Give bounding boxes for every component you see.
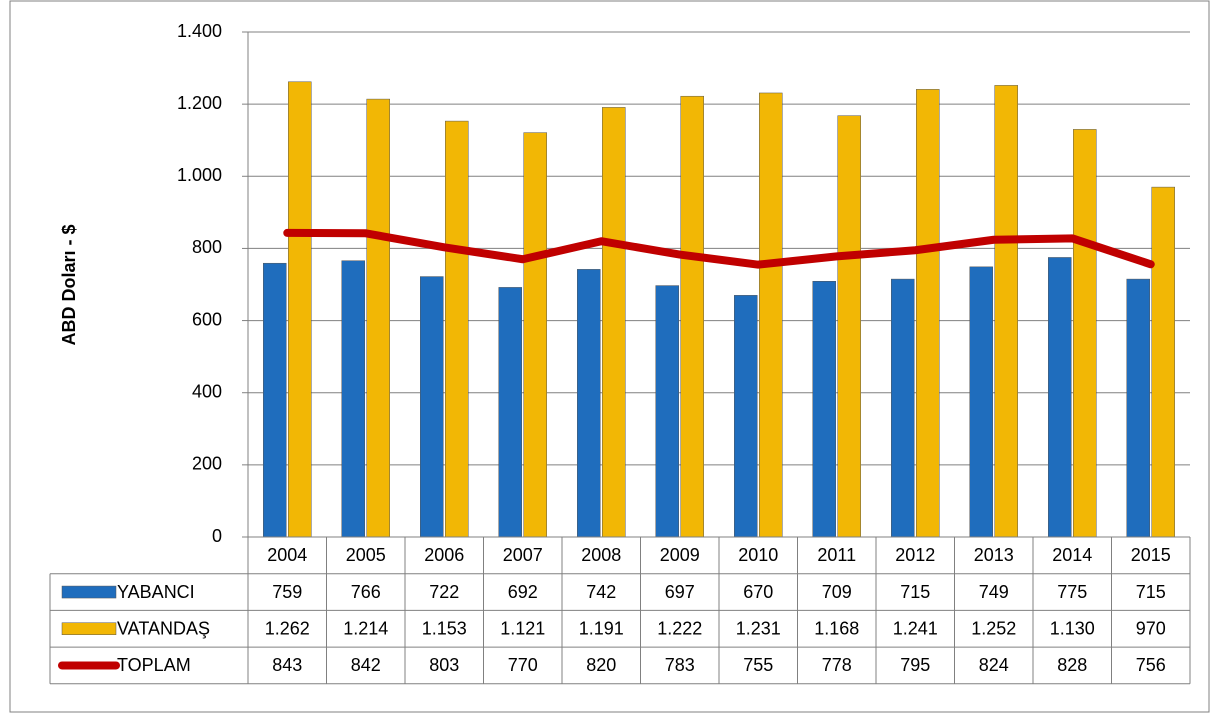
bar: [916, 89, 940, 538]
bar: [1048, 257, 1072, 538]
table-value: 755: [743, 655, 773, 675]
table-value: 697: [665, 582, 695, 602]
bar: [812, 281, 836, 538]
table-value: 1.121: [500, 619, 545, 639]
table-value: 749: [979, 582, 1009, 602]
bar: [1151, 186, 1175, 538]
x-tick-label: 2004: [267, 545, 307, 565]
table-value: 820: [586, 655, 616, 675]
bar: [680, 95, 704, 538]
y-tick-label: 1.000: [177, 165, 222, 185]
bar: [994, 85, 1018, 538]
chart-border: [9, 0, 1210, 713]
bar: [263, 262, 287, 538]
line-series: [283, 228, 1155, 269]
bar: [969, 266, 993, 538]
legend-label: YABANCI: [117, 582, 195, 602]
bar: [602, 107, 626, 538]
table-value: 709: [822, 582, 852, 602]
table-value: 1.214: [343, 619, 388, 639]
x-tick-label: 2006: [424, 545, 464, 565]
y-tick-label: 800: [192, 237, 222, 257]
legend-key: [61, 622, 117, 635]
table-value: 742: [586, 582, 616, 602]
bar: [837, 115, 861, 538]
bar: [734, 295, 758, 538]
table-value: 824: [979, 655, 1009, 675]
x-tick-label: 2005: [346, 545, 386, 565]
bar: [891, 278, 915, 538]
x-tick-label: 2010: [738, 545, 778, 565]
table-value: 759: [272, 582, 302, 602]
table-value: 843: [272, 655, 302, 675]
table-value: 828: [1057, 655, 1087, 675]
table-value: 670: [743, 582, 773, 602]
table-value: 775: [1057, 582, 1087, 602]
x-tick-label: 2011: [817, 545, 856, 565]
table-value: 722: [429, 582, 459, 602]
legend-key: [61, 585, 117, 599]
bar: [498, 287, 522, 538]
x-tick-label: 2013: [974, 545, 1014, 565]
y-tick-label: 1.400: [177, 21, 222, 41]
table-value: 1.191: [579, 619, 624, 639]
table-value: 1.231: [736, 619, 781, 639]
table-value: 970: [1136, 619, 1166, 639]
table-value: 766: [351, 582, 381, 602]
bar: [577, 269, 601, 538]
y-tick-label: 600: [192, 309, 222, 329]
table-value: 803: [429, 655, 459, 675]
table-value: 1.153: [422, 619, 467, 639]
y-tick-label: 400: [192, 381, 222, 401]
table-value: 715: [900, 582, 930, 602]
bar: [288, 81, 312, 538]
x-tick-label: 2014: [1052, 545, 1092, 565]
table-value: 1.252: [971, 619, 1016, 639]
bar: [420, 276, 444, 538]
table-value: 1.130: [1050, 619, 1095, 639]
table-value: 795: [900, 655, 930, 675]
y-tick-label: 0: [212, 526, 222, 546]
bar: [1073, 129, 1097, 538]
table-value: 783: [665, 655, 695, 675]
bar: [655, 285, 679, 538]
bar: [523, 132, 547, 538]
table-value: 756: [1136, 655, 1166, 675]
bar: [341, 260, 365, 538]
table-value: 692: [508, 582, 538, 602]
table-value: 1.241: [893, 619, 938, 639]
x-tick-label: 2007: [503, 545, 543, 565]
legend-label: VATANDAŞ: [117, 619, 210, 639]
y-tick-label: 200: [192, 454, 222, 474]
bar: [366, 98, 390, 538]
x-tick-label: 2009: [660, 545, 700, 565]
table-value: 1.262: [265, 619, 310, 639]
x-tick-label: 2008: [581, 545, 621, 565]
table-value: 1.168: [814, 619, 859, 639]
table-value: 778: [822, 655, 852, 675]
table-value: 842: [351, 655, 381, 675]
legend-label: TOPLAM: [117, 655, 191, 675]
table-value: 770: [508, 655, 538, 675]
y-axis-label: ABD Doları - $: [59, 224, 79, 345]
table-value: 1.222: [657, 619, 702, 639]
table-value: 715: [1136, 582, 1166, 602]
bar: [1126, 278, 1150, 538]
bar: [759, 92, 783, 538]
y-tick-label: 1.200: [177, 93, 222, 113]
x-tick-label: 2015: [1131, 545, 1171, 565]
x-tick-label: 2012: [895, 545, 935, 565]
bar: [445, 120, 469, 538]
